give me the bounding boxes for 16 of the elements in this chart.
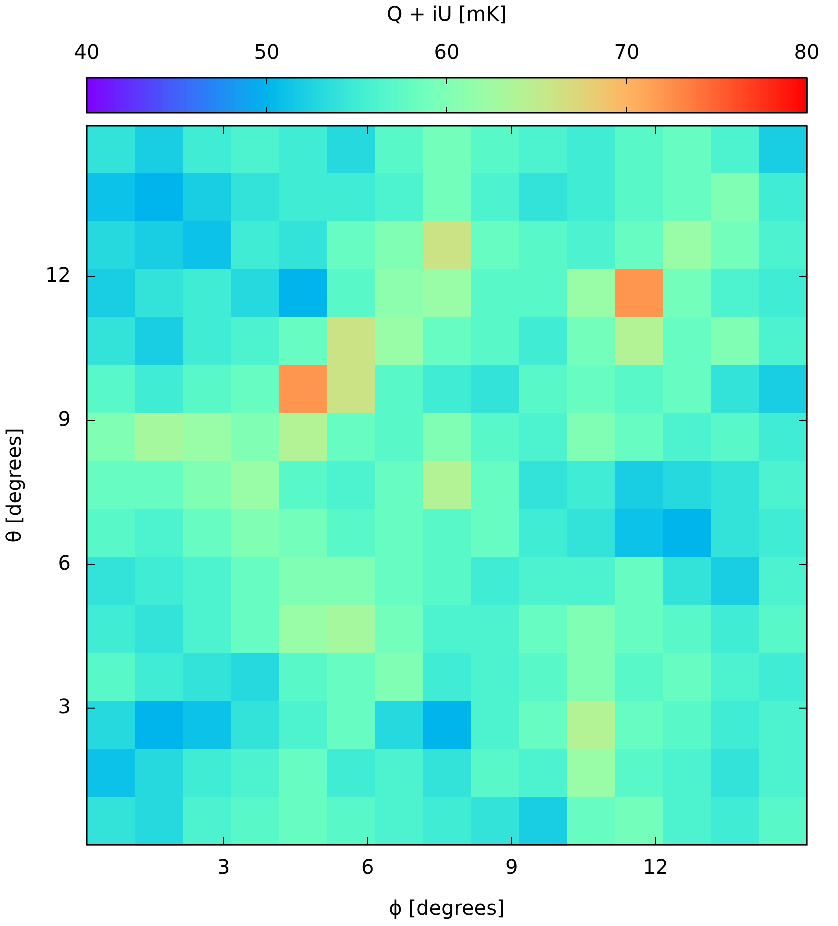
x-tick-label: 6 [361,855,374,880]
y-tick-label: 6 [58,550,71,575]
x-axis-title: ϕ [degrees] [389,896,505,920]
color-bar-label: 40 [74,40,100,64]
color-bar-label: 70 [614,40,640,64]
color-bar-title: Q + iU [mK] [387,2,507,26]
y-tick-label: 12 [46,263,71,288]
y-axis-title: θ [degrees] [2,428,26,543]
x-tick-label: 3 [217,855,230,880]
y-tick-label: 9 [58,406,71,431]
color-bar-label: 50 [254,40,280,64]
y-tick-label: 3 [58,694,71,719]
color-bar-label: 80 [794,40,820,64]
x-tick-label: 12 [643,855,669,880]
color-bar-label: 60 [434,40,460,64]
x-tick-label: 9 [505,855,518,880]
